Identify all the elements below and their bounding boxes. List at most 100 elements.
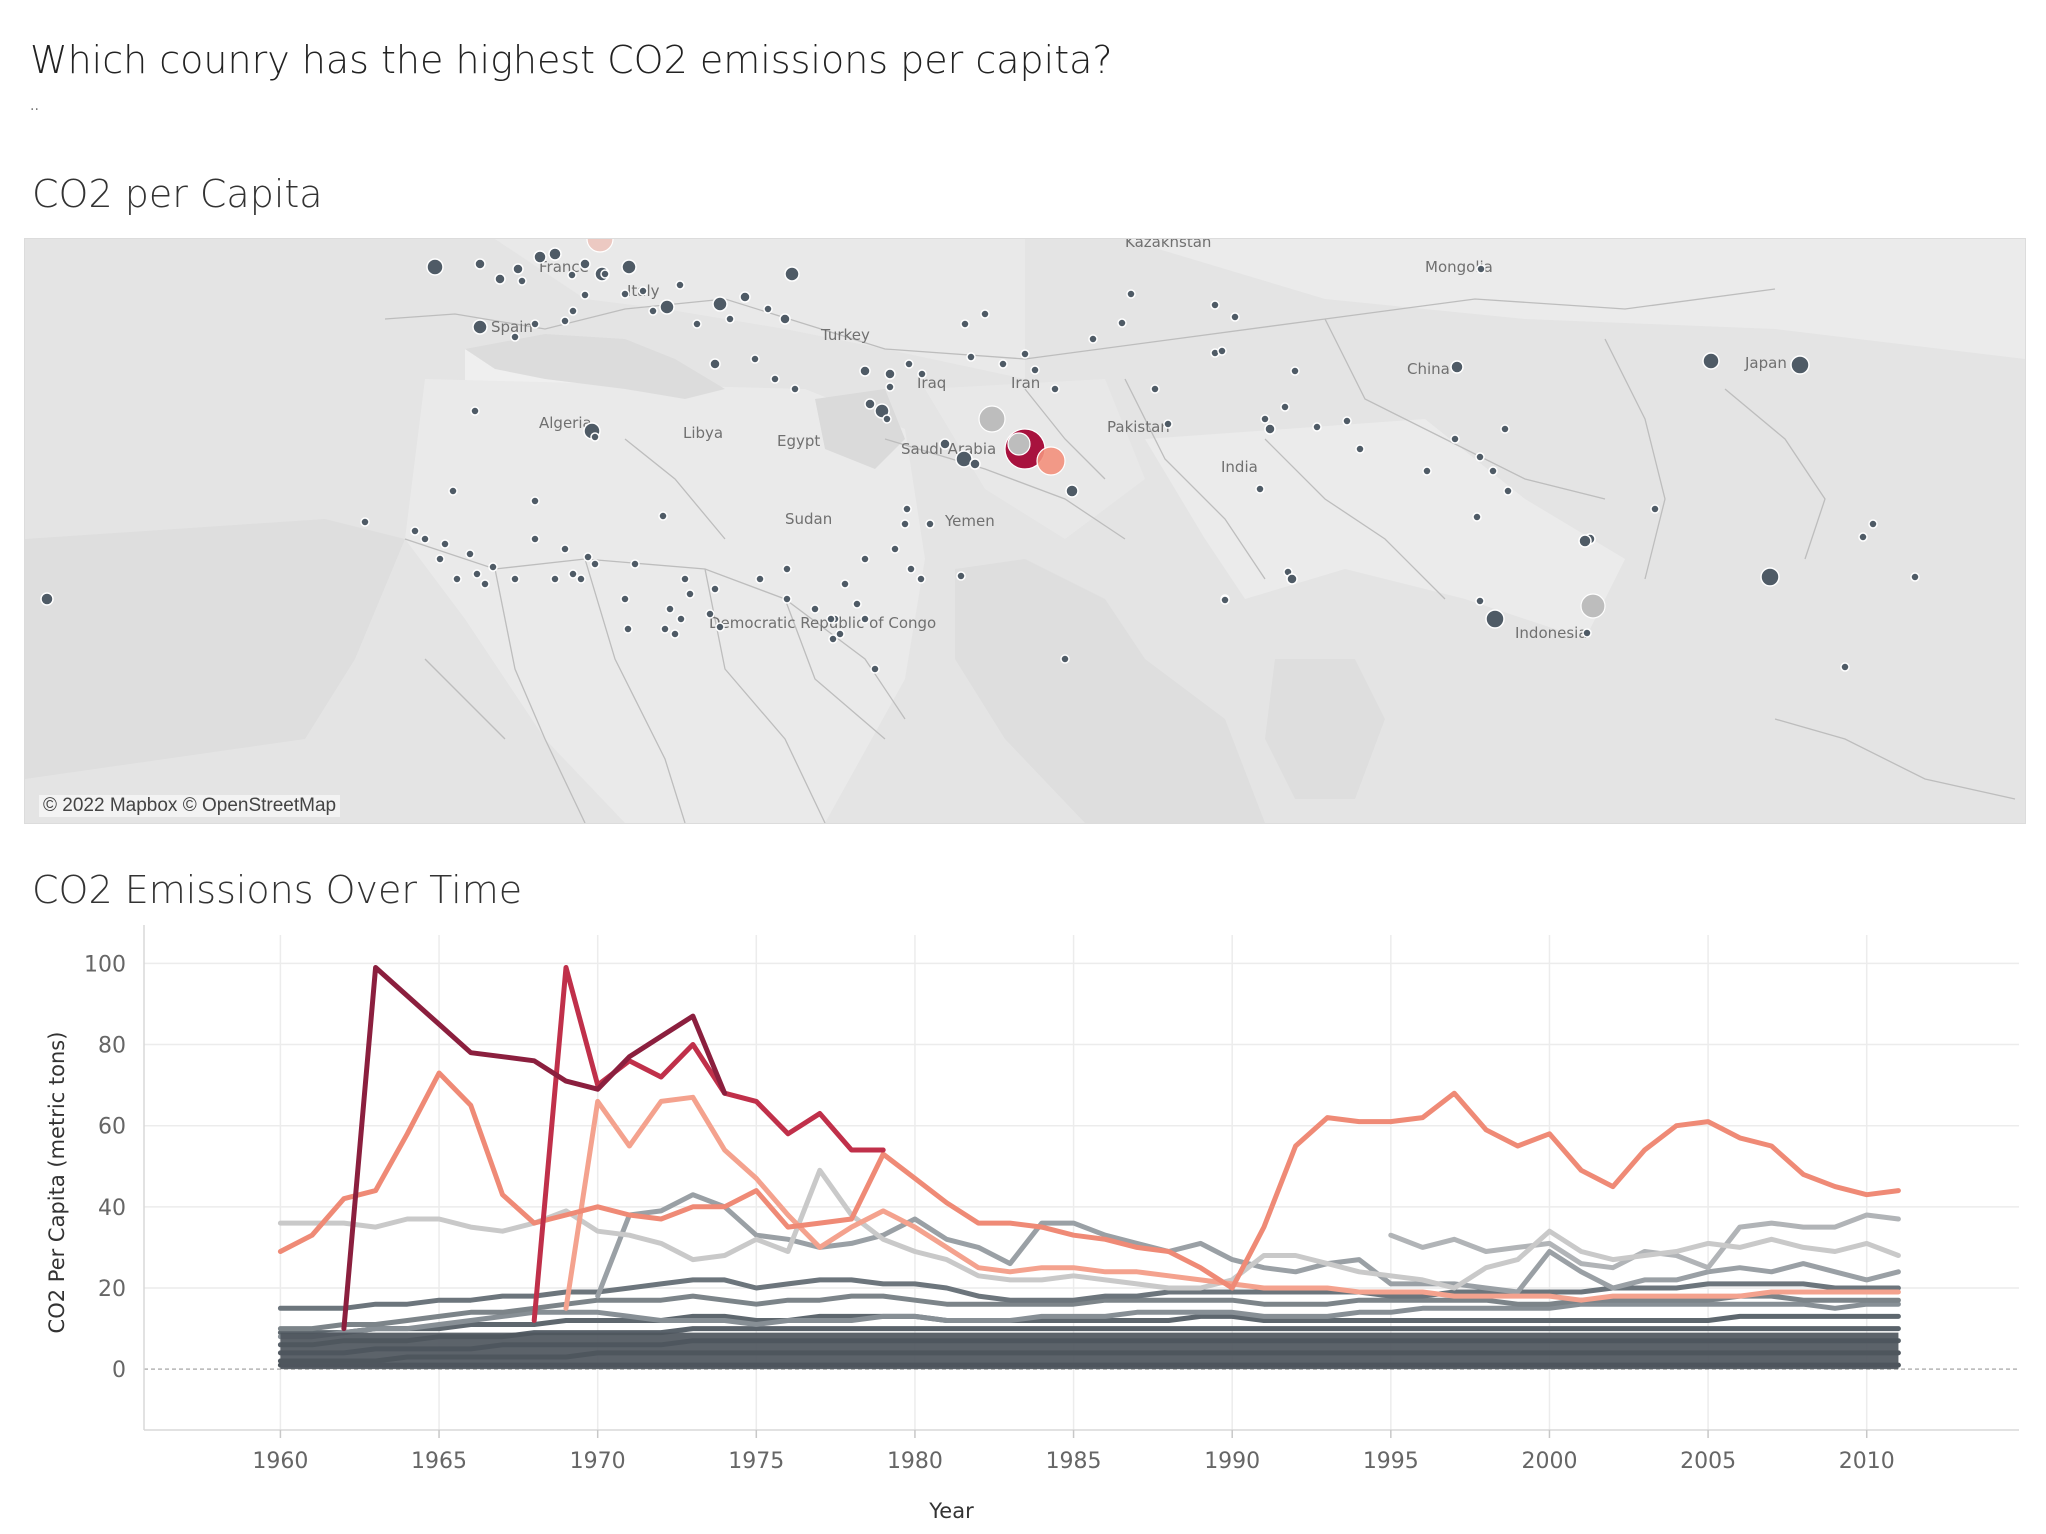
map-country-marker[interactable]	[621, 259, 637, 275]
map-country-marker[interactable]	[782, 564, 792, 574]
map-country-marker[interactable]	[530, 496, 540, 506]
map-country-marker[interactable]	[548, 247, 562, 261]
map-country-marker[interactable]	[435, 554, 445, 564]
map-country-marker[interactable]	[448, 486, 458, 496]
map-country-marker[interactable]	[426, 258, 444, 276]
map-country-marker[interactable]	[560, 316, 570, 326]
map-country-marker[interactable]	[1485, 609, 1505, 629]
map-country-marker[interactable]	[685, 589, 695, 599]
map-country-marker[interactable]	[1050, 384, 1060, 394]
map-country-marker[interactable]	[680, 574, 690, 584]
map-country-marker[interactable]	[1790, 355, 1810, 375]
map-country-marker[interactable]	[567, 270, 577, 280]
map-country-marker[interactable]	[1290, 366, 1300, 376]
map-country-marker[interactable]	[882, 414, 892, 424]
map-country-marker[interactable]	[623, 624, 633, 634]
map-country-marker[interactable]	[1163, 419, 1173, 429]
map-country-marker[interactable]	[533, 250, 547, 264]
map-country-marker[interactable]	[750, 354, 760, 364]
map-country-marker[interactable]	[980, 309, 990, 319]
map-country-marker[interactable]	[859, 365, 871, 377]
map-country-marker[interactable]	[870, 664, 880, 674]
map-country-marker[interactable]	[906, 564, 916, 574]
map-country-marker[interactable]	[709, 358, 721, 370]
map-country-marker[interactable]	[790, 384, 800, 394]
map-country-marker[interactable]	[600, 269, 610, 279]
map-country-marker[interactable]	[550, 574, 560, 584]
map-country-marker[interactable]	[1280, 402, 1290, 412]
map-country-marker[interactable]	[1117, 318, 1127, 328]
series-line[interactable]	[595, 1192, 1901, 1299]
map-country-marker[interactable]	[770, 374, 780, 384]
map-country-marker[interactable]	[1500, 424, 1510, 434]
map-attribution[interactable]: © 2022 Mapbox © OpenStreetMap	[39, 795, 341, 817]
map-country-marker[interactable]	[1503, 486, 1513, 496]
map-country-marker[interactable]	[360, 517, 370, 527]
map-country-marker[interactable]	[420, 534, 430, 544]
map-country-marker[interactable]	[904, 359, 914, 369]
map-country-marker[interactable]	[590, 432, 600, 442]
map-country-marker[interactable]	[510, 574, 520, 584]
map-country-marker[interactable]	[828, 634, 838, 644]
series-line[interactable]	[277, 1070, 1901, 1291]
series-line[interactable]	[277, 1313, 1901, 1336]
map-country-marker[interactable]	[590, 559, 600, 569]
co2-map[interactable]: France Italy Spain Turkey Kazakhstan Mon…	[24, 238, 2026, 824]
chart-canvas[interactable]: 0 20 40 60 80 100 1960 1965 1970 1975 1980 1985 199…	[24, 915, 2034, 1525]
map-country-marker[interactable]	[755, 574, 765, 584]
map-country-marker[interactable]	[675, 280, 685, 290]
map-country-marker[interactable]	[810, 604, 820, 614]
map-country-marker[interactable]	[583, 552, 593, 562]
series-line[interactable]	[341, 965, 728, 1332]
map-country-marker[interactable]	[840, 579, 850, 589]
map-country-marker[interactable]	[1488, 466, 1498, 476]
map-country-marker[interactable]	[784, 266, 800, 282]
map-country-marker[interactable]	[955, 450, 973, 468]
map-country-marker[interactable]	[835, 629, 845, 639]
map-country-marker[interactable]	[620, 289, 630, 299]
map-country-marker[interactable]	[1858, 532, 1868, 542]
map-country-marker[interactable]	[630, 559, 640, 569]
map-country-marker[interactable]	[852, 599, 862, 609]
map-country-marker[interactable]	[782, 594, 792, 604]
map-country-marker[interactable]	[665, 604, 675, 614]
map-country-marker[interactable]	[648, 306, 658, 316]
map-country-marker[interactable]	[885, 382, 895, 392]
map-country-marker[interactable]	[579, 258, 591, 270]
map-country-marker[interactable]	[410, 526, 420, 536]
map-country-marker[interactable]	[1217, 346, 1227, 356]
map-country-marker[interactable]	[670, 629, 680, 639]
map-country-marker[interactable]	[676, 614, 686, 624]
map-country-marker[interactable]	[864, 398, 876, 410]
map-country-marker[interactable]	[1910, 572, 1920, 582]
map-country-marker[interactable]	[939, 438, 951, 450]
map-country-marker[interactable]	[472, 319, 488, 335]
map-country-marker[interactable]	[1422, 466, 1432, 476]
map-country-marker[interactable]	[568, 306, 578, 316]
map-country-marker[interactable]	[1355, 444, 1365, 454]
map-country-marker[interactable]	[1255, 484, 1265, 494]
map-country-marker[interactable]	[998, 359, 1008, 369]
map-country-marker[interactable]	[956, 571, 966, 581]
co2-line-chart[interactable]: 0 20 40 60 80 100 1960 1965 1970 1975 1980 1985 199…	[24, 915, 2034, 1525]
map-country-marker[interactable]	[725, 314, 735, 324]
series-line[interactable]	[1388, 1212, 1901, 1271]
map-country-marker[interactable]	[1260, 414, 1270, 424]
map-country-marker[interactable]	[1475, 452, 1485, 462]
series-line[interactable]	[277, 1293, 1901, 1332]
map-country-marker[interactable]	[1580, 593, 1606, 619]
map-country-marker[interactable]	[860, 614, 870, 624]
map-country-marker[interactable]	[480, 579, 490, 589]
map-country-marker[interactable]	[576, 574, 586, 584]
map-country-marker[interactable]	[568, 569, 578, 579]
map-country-marker[interactable]	[763, 304, 773, 314]
map-country-marker[interactable]	[474, 258, 486, 270]
map-country-marker[interactable]	[1472, 512, 1482, 522]
map-country-marker[interactable]	[472, 569, 482, 579]
map-country-marker[interactable]	[530, 534, 540, 544]
map-country-marker[interactable]	[1065, 484, 1079, 498]
map-country-marker[interactable]	[1760, 567, 1780, 587]
series-line[interactable]	[277, 1301, 1901, 1340]
map-country-marker[interactable]	[1150, 384, 1160, 394]
map-country-marker[interactable]	[530, 319, 540, 329]
